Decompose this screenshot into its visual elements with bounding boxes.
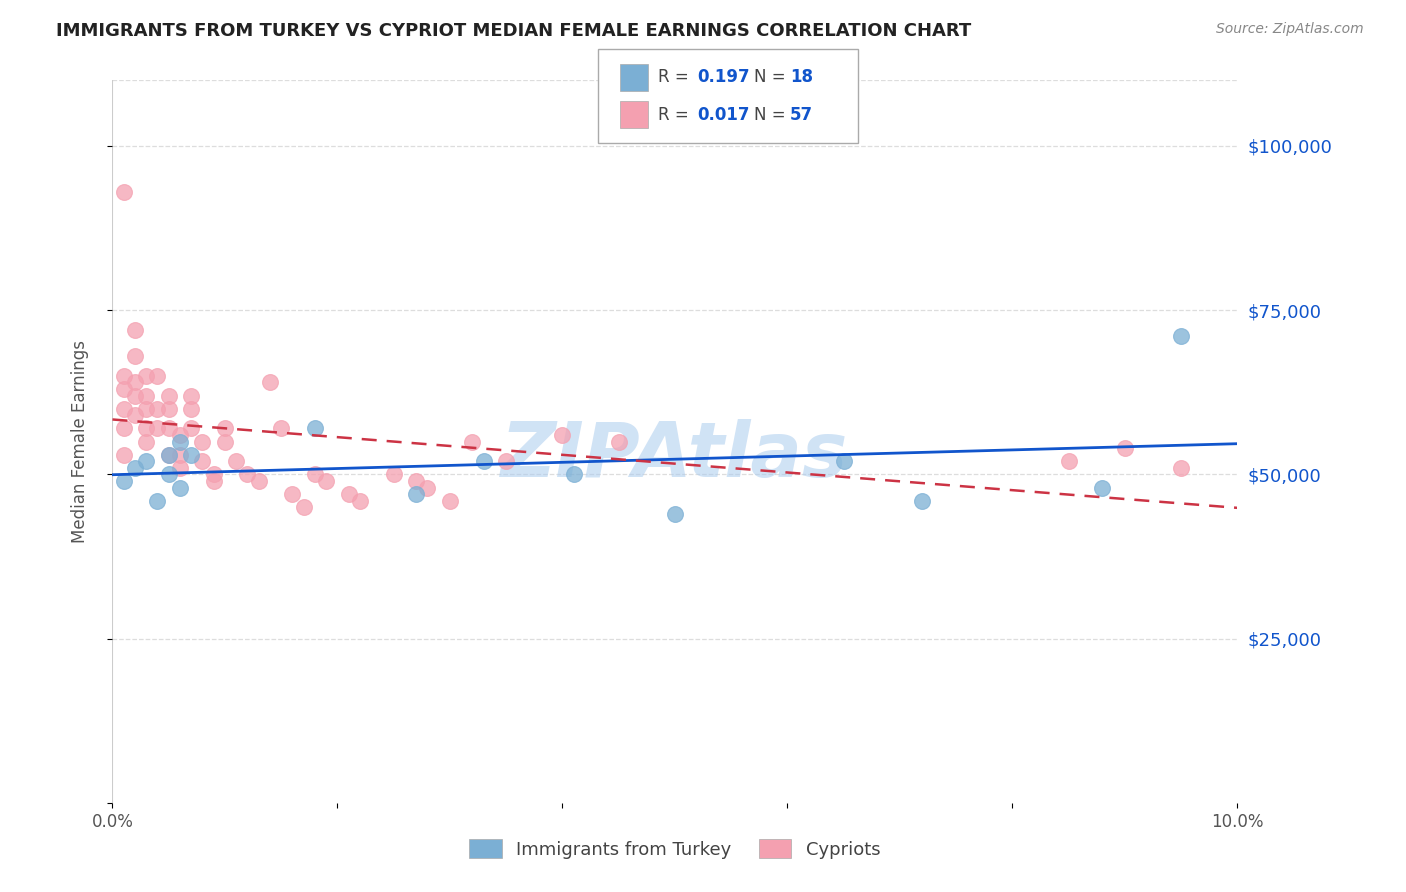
Point bbox=[1170, 329, 1192, 343]
Point bbox=[349, 493, 371, 508]
Point bbox=[135, 368, 157, 383]
Point bbox=[1057, 454, 1080, 468]
Point bbox=[1091, 481, 1114, 495]
Point bbox=[236, 467, 259, 482]
Point bbox=[146, 368, 169, 383]
Point bbox=[157, 467, 180, 482]
Point bbox=[562, 467, 585, 482]
Point bbox=[135, 388, 157, 402]
Point bbox=[146, 493, 169, 508]
Point bbox=[180, 401, 202, 416]
Point bbox=[214, 421, 236, 435]
Point bbox=[169, 481, 191, 495]
Point bbox=[551, 428, 574, 442]
Point bbox=[135, 421, 157, 435]
Point bbox=[124, 376, 146, 390]
Point bbox=[259, 376, 281, 390]
Point bbox=[157, 401, 180, 416]
Point bbox=[304, 421, 326, 435]
Point bbox=[180, 448, 202, 462]
Point bbox=[124, 409, 146, 423]
Point bbox=[911, 493, 934, 508]
Point bbox=[157, 421, 180, 435]
Point bbox=[157, 448, 180, 462]
Point bbox=[124, 323, 146, 337]
Point bbox=[112, 382, 135, 396]
Point bbox=[112, 448, 135, 462]
Point bbox=[169, 428, 191, 442]
Point bbox=[292, 500, 315, 515]
Point bbox=[135, 454, 157, 468]
Point bbox=[495, 454, 517, 468]
Point bbox=[225, 454, 247, 468]
Point bbox=[169, 448, 191, 462]
Text: 0.017: 0.017 bbox=[697, 105, 749, 123]
Point bbox=[112, 401, 135, 416]
Text: Source: ZipAtlas.com: Source: ZipAtlas.com bbox=[1216, 22, 1364, 37]
Point bbox=[304, 467, 326, 482]
Point bbox=[461, 434, 484, 449]
Point bbox=[382, 467, 405, 482]
Text: N =: N = bbox=[754, 105, 790, 123]
Point bbox=[169, 434, 191, 449]
Point bbox=[214, 434, 236, 449]
Text: 57: 57 bbox=[790, 105, 813, 123]
Point bbox=[416, 481, 439, 495]
Text: 0.197: 0.197 bbox=[697, 69, 749, 87]
Point bbox=[157, 388, 180, 402]
Point bbox=[191, 434, 214, 449]
Point bbox=[281, 487, 304, 501]
Point bbox=[124, 349, 146, 363]
Point bbox=[169, 460, 191, 475]
Point bbox=[664, 507, 686, 521]
Point bbox=[202, 467, 225, 482]
Point bbox=[202, 474, 225, 488]
Point bbox=[180, 388, 202, 402]
Point bbox=[607, 434, 630, 449]
Point bbox=[247, 474, 270, 488]
Point bbox=[135, 434, 157, 449]
Point bbox=[112, 474, 135, 488]
Point bbox=[832, 454, 855, 468]
Point bbox=[112, 185, 135, 199]
Text: N =: N = bbox=[754, 69, 790, 87]
Text: IMMIGRANTS FROM TURKEY VS CYPRIOT MEDIAN FEMALE EARNINGS CORRELATION CHART: IMMIGRANTS FROM TURKEY VS CYPRIOT MEDIAN… bbox=[56, 22, 972, 40]
Point bbox=[112, 368, 135, 383]
Text: R =: R = bbox=[658, 105, 695, 123]
Point bbox=[112, 421, 135, 435]
Point bbox=[472, 454, 495, 468]
Point bbox=[146, 401, 169, 416]
Point bbox=[337, 487, 360, 501]
Point bbox=[315, 474, 337, 488]
Point bbox=[1114, 441, 1136, 455]
Text: ZIPAtlas: ZIPAtlas bbox=[501, 419, 849, 493]
Point bbox=[180, 421, 202, 435]
Point bbox=[439, 493, 461, 508]
Point bbox=[191, 454, 214, 468]
Y-axis label: Median Female Earnings: Median Female Earnings bbox=[70, 340, 89, 543]
Point bbox=[135, 401, 157, 416]
Point bbox=[157, 448, 180, 462]
Point bbox=[405, 474, 427, 488]
Point bbox=[1170, 460, 1192, 475]
Text: 18: 18 bbox=[790, 69, 813, 87]
Point bbox=[124, 388, 146, 402]
Point bbox=[146, 421, 169, 435]
Text: R =: R = bbox=[658, 69, 695, 87]
Point bbox=[405, 487, 427, 501]
Point bbox=[124, 460, 146, 475]
Legend: Immigrants from Turkey, Cypriots: Immigrants from Turkey, Cypriots bbox=[463, 832, 887, 866]
Point bbox=[270, 421, 292, 435]
